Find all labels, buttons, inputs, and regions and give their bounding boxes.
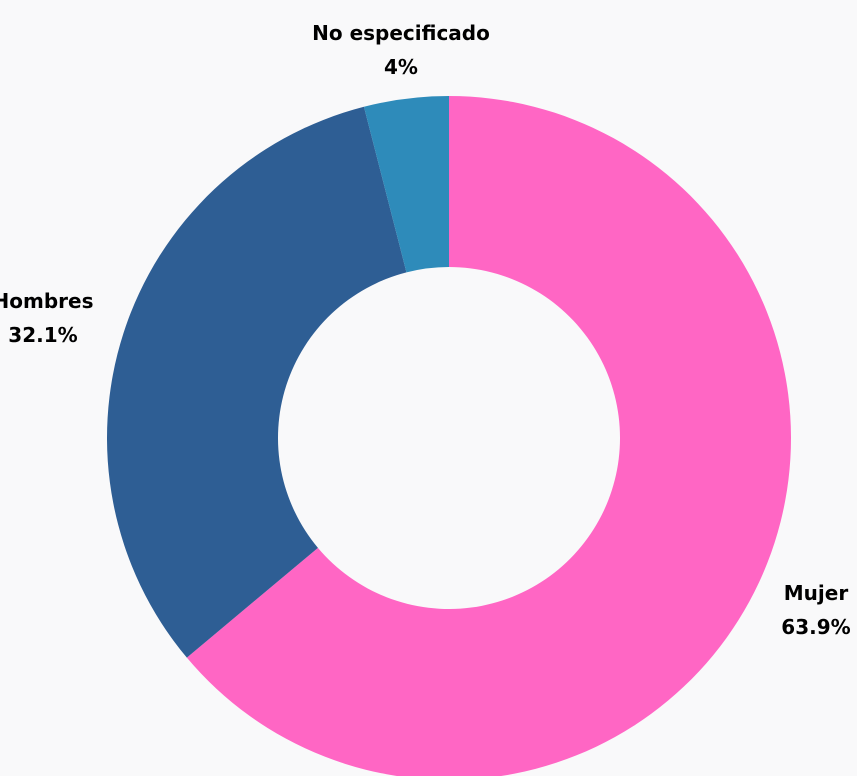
slice-label-hombres: Hombres <box>0 289 93 313</box>
donut-slices <box>106 96 791 776</box>
slice-no-especificado <box>363 96 449 273</box>
slice-value-hombres: 32.1% <box>8 323 77 347</box>
slice-hombres <box>106 106 407 658</box>
slice-label-mujer: Mujer <box>784 581 849 605</box>
slice-mujer <box>186 96 791 776</box>
slice-value-mujer: 63.9% <box>781 615 850 639</box>
slice-value-no-especificado: 4% <box>384 55 418 79</box>
slice-labels: Mujer 63.9% Hombres 32.1% No especificado 4% <box>0 21 851 639</box>
slice-label-no-especificado: No especificado <box>312 21 490 45</box>
